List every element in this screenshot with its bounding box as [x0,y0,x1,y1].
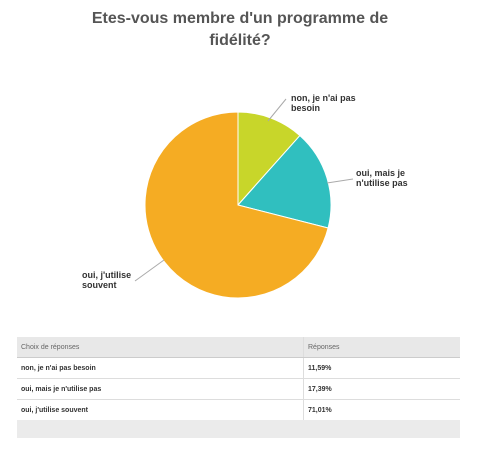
results-table: Choix de réponses Réponses non, je n'ai … [17,337,460,421]
table-row: oui, mais je n'utilise pas 17,39% [17,378,460,400]
callout-line [326,178,354,184]
slice-label: oui, j'utilise souvent [82,270,131,290]
slice-label: oui, mais je n'utilise pas [356,168,408,188]
chart-title: Etes-vous membre d'un programme de fidél… [91,10,389,49]
table-row: oui, j'utilise souvent 71,01% [17,399,460,421]
row-percentage: 71,01% [303,399,460,421]
pie-slice [237,134,332,229]
table-header-row: Choix de réponses Réponses [17,337,460,358]
pie-slice [144,111,329,299]
header-choices: Choix de réponses [17,337,304,358]
callout-line [134,259,165,282]
row-percentage: 11,59% [303,357,460,379]
row-choice: oui, mais je n'utilise pas [17,378,304,400]
callout-line [267,98,287,122]
pie-slice [237,111,301,207]
pie-chart: non, je n'ai pas besoin oui, mais je n'util… [82,93,408,299]
row-choice: oui, j'utilise souvent [17,399,304,421]
row-choice: non, je n'ai pas besoin [17,357,304,379]
table-footer [17,420,460,438]
row-percentage: 17,39% [303,378,460,400]
table-row: non, je n'ai pas besoin 11,59% [17,357,460,379]
header-responses: Réponses [303,337,460,358]
slice-label: non, je n'ai pas besoin [291,93,356,113]
